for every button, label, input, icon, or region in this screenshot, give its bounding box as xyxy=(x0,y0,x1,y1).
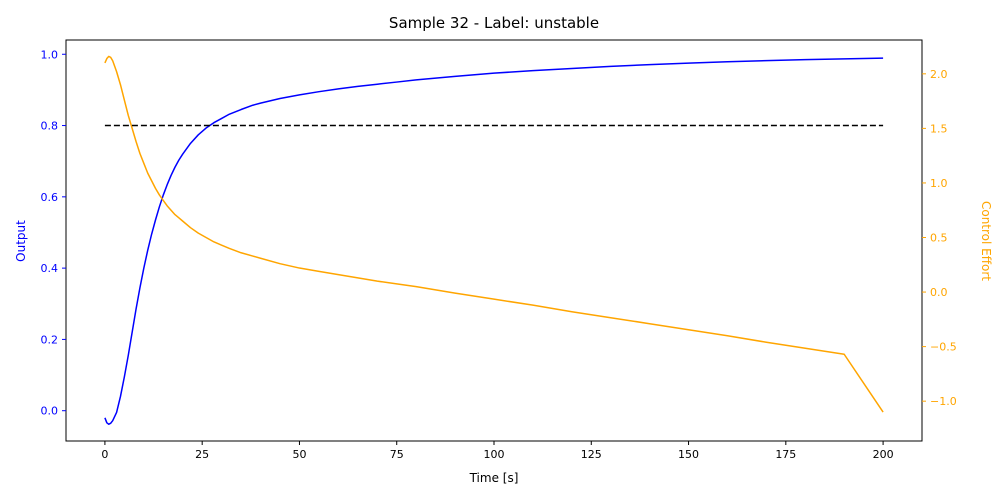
output-line xyxy=(104,57,884,425)
y-right-tick-label: −0.5 xyxy=(930,341,957,354)
y-left-tick-label: 0.4 xyxy=(41,262,59,275)
x-axis-label: Time [s] xyxy=(469,471,519,485)
x-tick-label: 0 xyxy=(101,448,108,461)
y-axis-right-label: Control Effort xyxy=(979,201,993,281)
y-right-tick-label: −1.0 xyxy=(930,395,957,408)
x-tick-label: 75 xyxy=(390,448,404,461)
x-tick-label: 200 xyxy=(873,448,894,461)
y-axis-left-label: Output xyxy=(14,220,28,262)
y-right-tick-label: 1.0 xyxy=(930,177,948,190)
y-axis-left: 0.0 0.2 0.4 0.6 0.8 1.0 xyxy=(41,48,66,418)
x-tick-label: 150 xyxy=(678,448,699,461)
y-right-tick-label: 1.5 xyxy=(930,122,948,135)
x-axis: 0 25 50 75 100 125 150 175 200 xyxy=(101,441,894,461)
plot-lines xyxy=(104,55,884,425)
chart-title: Sample 32 - Label: unstable xyxy=(389,14,599,32)
y-axis-right: −1.0 −0.5 0.0 0.5 1.0 1.5 2.0 xyxy=(922,68,957,408)
y-right-tick-label: 0.0 xyxy=(930,286,948,299)
y-left-tick-label: 0.2 xyxy=(41,333,59,346)
x-tick-label: 125 xyxy=(581,448,602,461)
y-left-tick-label: 0.8 xyxy=(41,120,59,133)
y-right-tick-label: 2.0 xyxy=(930,68,948,81)
x-tick-label: 50 xyxy=(292,448,306,461)
x-tick-label: 175 xyxy=(775,448,796,461)
control-effort-line xyxy=(104,55,884,413)
y-left-tick-label: 0.6 xyxy=(41,191,59,204)
x-tick-label: 25 xyxy=(195,448,209,461)
y-left-tick-label: 0.0 xyxy=(41,405,59,418)
y-right-tick-label: 0.5 xyxy=(930,231,948,244)
x-tick-label: 100 xyxy=(484,448,505,461)
y-left-tick-label: 1.0 xyxy=(41,48,59,61)
